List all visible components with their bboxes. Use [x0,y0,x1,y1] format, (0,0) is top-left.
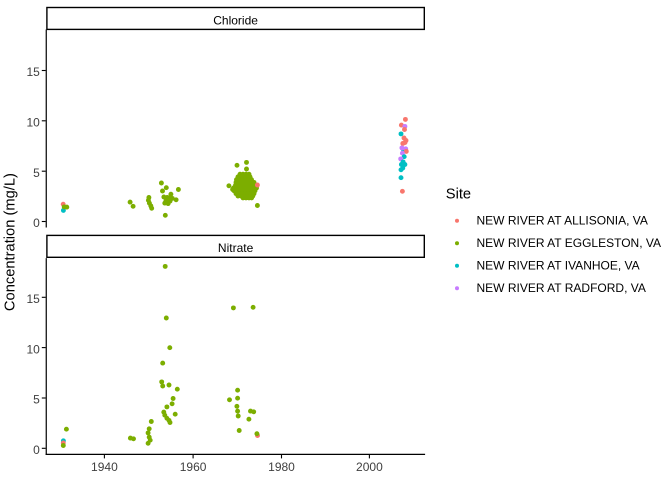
svg-text:10: 10 [26,116,40,130]
svg-text:5: 5 [33,393,40,407]
svg-text:10: 10 [26,342,40,356]
svg-text:15: 15 [26,292,40,306]
svg-text:0: 0 [33,443,40,457]
svg-text:1980: 1980 [268,460,295,474]
svg-text:NEW RIVER AT RADFORD, VA: NEW RIVER AT RADFORD, VA [477,281,646,295]
svg-text:1940: 1940 [91,460,118,474]
svg-text:2000: 2000 [356,460,383,474]
svg-text:Site: Site [446,187,471,203]
svg-text:Concentration (mg/L): Concentration (mg/L) [3,173,19,311]
svg-text:5: 5 [33,166,40,180]
svg-text:NEW RIVER AT IVANHOE, VA: NEW RIVER AT IVANHOE, VA [477,259,640,273]
svg-text:1960: 1960 [180,460,207,474]
svg-text:15: 15 [26,65,40,79]
svg-text:NEW RIVER AT ALLISONIA, VA: NEW RIVER AT ALLISONIA, VA [477,214,648,228]
svg-text:NEW RIVER AT EGGLESTON, VA: NEW RIVER AT EGGLESTON, VA [477,236,662,250]
svg-text:Nitrate: Nitrate [218,241,254,255]
svg-text:Chloride: Chloride [213,14,258,28]
svg-text:0: 0 [33,216,40,230]
